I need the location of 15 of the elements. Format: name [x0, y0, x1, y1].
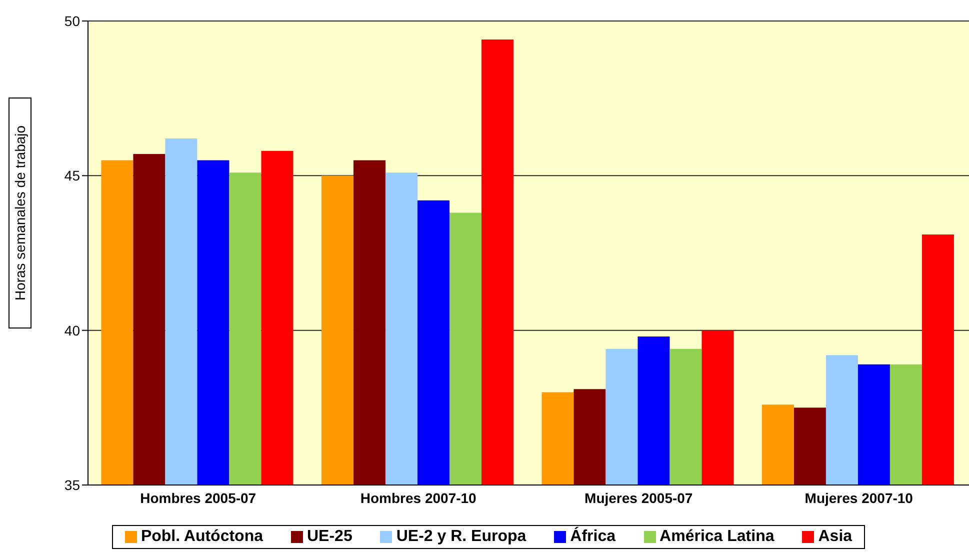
legend-label: Pobl. Autóctona [140, 528, 263, 546]
legend-label: África [569, 528, 616, 546]
legend-label: Asia [817, 528, 852, 546]
legend-label: UE-25 [306, 528, 352, 546]
x-tick-label: Mujeres 2007-10 [804, 490, 914, 506]
x-tick-label: Hombres 2007-10 [360, 490, 477, 506]
y-axis-title: Horas semanales de trabajo [12, 125, 28, 301]
y-tick-label: 45 [64, 168, 80, 184]
y-tick-label: 35 [64, 476, 80, 493]
legend-label: UE-2 y R. Europa [395, 528, 526, 546]
legend-label: América Latina [658, 528, 774, 546]
x-tick-label: Mujeres 2005-07 [584, 490, 693, 506]
y-tick-label: 50 [64, 12, 80, 29]
y-tick-label: 40 [64, 322, 80, 338]
x-tick-label: Hombres 2005-07 [140, 490, 256, 506]
